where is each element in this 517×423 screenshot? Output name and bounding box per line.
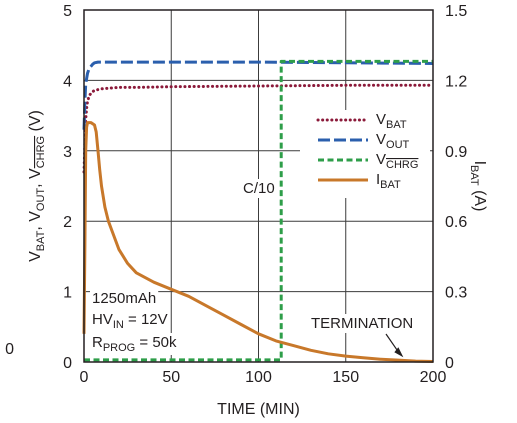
annotations: C/10 TERMINATION 1250mAh HVIN = 12V RPROG = … bbox=[90, 179, 416, 358]
y-left-tick-label: 0 bbox=[63, 355, 72, 372]
y-right-tick-label: 0.3 bbox=[445, 285, 467, 302]
x-tick-label: 150 bbox=[332, 369, 359, 386]
y-left-axis-label-group: VBAT, VOUT, VCHRG (V) bbox=[27, 110, 47, 262]
termination-arrowhead bbox=[394, 347, 404, 358]
annotation-rprog: RPROG = 50k bbox=[92, 334, 177, 354]
x-tick-label: 0 bbox=[80, 369, 89, 386]
annotation-bg bbox=[90, 289, 159, 308]
y-left-tick-label: 4 bbox=[63, 73, 72, 90]
annotation-c10: C/10 bbox=[243, 180, 275, 197]
plot-frame bbox=[83, 9, 434, 363]
annotation-termination: TERMINATION bbox=[311, 315, 413, 332]
y-right-tick-label: 0.6 bbox=[445, 214, 467, 231]
axis-labels: TIME (MIN) VBAT, VOUT, VCHRG (V) IBAT (A) bbox=[27, 110, 488, 418]
y-right-tick-label: 1.5 bbox=[445, 3, 467, 20]
annotation-bg bbox=[309, 314, 416, 333]
annotation-hvin: HVIN = 12V bbox=[92, 311, 168, 331]
y-right-tick-label: 0 bbox=[445, 355, 454, 372]
y-right-tick-label: 1.2 bbox=[445, 73, 467, 90]
y-left-tick-label: 2 bbox=[63, 214, 72, 231]
series-line-ibat bbox=[82, 121, 434, 363]
x-tick-label: 50 bbox=[162, 369, 180, 386]
legend-label-vchrg: VCHRG bbox=[376, 151, 418, 171]
x-axis-label: TIME (MIN) bbox=[217, 401, 300, 418]
annotation-cap: 1250mAh bbox=[92, 290, 156, 307]
legend-label-ibat: IBAT bbox=[376, 171, 401, 191]
y-right-axis-label: IBAT (A) bbox=[468, 161, 488, 212]
y-right-tick-label: 0.9 bbox=[445, 144, 467, 161]
y-left-tick-label: 5 bbox=[63, 3, 72, 20]
annotation-bg bbox=[90, 310, 170, 332]
stray-label: 0 bbox=[5, 341, 14, 358]
x-tick-label: 100 bbox=[245, 369, 272, 386]
y-left-tick-label: 1 bbox=[63, 285, 72, 302]
legend-label-vout: VOUT bbox=[376, 131, 410, 151]
series-group bbox=[82, 59, 435, 363]
legend-background bbox=[300, 110, 430, 198]
legend-label-vbat: VBAT bbox=[376, 111, 407, 131]
series-line-vout bbox=[82, 60, 434, 130]
x-tick-label: 200 bbox=[420, 369, 447, 386]
series-line-vbat bbox=[82, 83, 435, 174]
y-left-axis-label: VBAT, VOUT, VCHRG (V) bbox=[27, 110, 47, 262]
plot-border bbox=[83, 9, 434, 363]
annotation-bg bbox=[241, 179, 277, 198]
annotation-bg bbox=[90, 333, 180, 355]
y-left-tick-label: 3 bbox=[63, 144, 72, 161]
y-right-axis-label-group: IBAT (A) bbox=[468, 161, 488, 212]
series-line-vchrg bbox=[84, 59, 433, 362]
